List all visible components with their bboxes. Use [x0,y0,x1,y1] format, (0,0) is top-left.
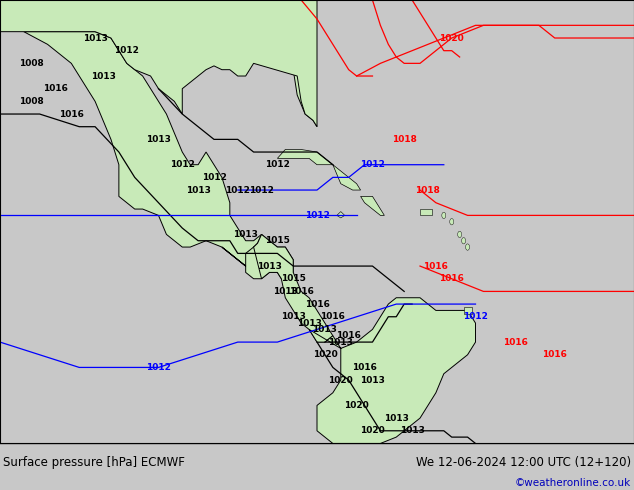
Text: 1013: 1013 [297,318,321,328]
Text: 1016: 1016 [288,287,314,296]
Text: 1016: 1016 [59,110,84,119]
Text: 1013: 1013 [186,186,210,195]
Circle shape [465,244,470,250]
Polygon shape [222,234,293,279]
Text: 1012: 1012 [249,186,274,195]
Text: 1015: 1015 [265,236,290,245]
Polygon shape [337,212,345,218]
Polygon shape [463,307,472,314]
Text: 1008: 1008 [19,59,44,68]
Text: 1013: 1013 [233,230,258,239]
Polygon shape [309,298,476,443]
Text: 1015: 1015 [281,274,306,283]
Text: 1020: 1020 [344,401,369,410]
Text: 1013: 1013 [313,325,337,334]
Text: 1013: 1013 [82,33,108,43]
Text: 1018: 1018 [392,135,417,144]
Polygon shape [23,32,261,266]
Text: Surface pressure [hPa] ECMWF: Surface pressure [hPa] ECMWF [3,456,185,468]
Text: 1013: 1013 [281,312,306,321]
Circle shape [450,219,454,225]
Text: 1012: 1012 [360,160,385,169]
Polygon shape [277,149,361,190]
Polygon shape [0,0,317,127]
Text: 1016: 1016 [320,312,346,321]
Text: 1020: 1020 [313,350,337,359]
Text: 1013: 1013 [399,426,425,435]
Text: 1013: 1013 [91,72,115,80]
Text: 1016: 1016 [503,338,527,346]
Circle shape [462,238,465,244]
Text: 1013: 1013 [360,376,385,385]
Text: 1016: 1016 [439,274,464,283]
Text: 1016: 1016 [304,299,330,309]
Text: 1016: 1016 [43,84,68,93]
Text: 1013: 1013 [384,414,409,422]
Circle shape [458,231,462,238]
Polygon shape [420,209,432,216]
Text: 1016: 1016 [352,363,377,372]
Text: ©weatheronline.co.uk: ©weatheronline.co.uk [515,478,631,488]
Polygon shape [254,234,333,342]
Text: 1013: 1013 [146,135,171,144]
Text: 1012: 1012 [463,312,488,321]
Text: 1016: 1016 [336,331,361,340]
Text: 1020: 1020 [360,426,385,435]
Text: 1012: 1012 [265,160,290,169]
Polygon shape [261,57,317,127]
Circle shape [442,212,446,219]
Text: 1012: 1012 [170,160,195,169]
Text: 1020: 1020 [439,33,464,43]
Text: 1012: 1012 [114,46,139,55]
Text: We 12-06-2024 12:00 UTC (12+120): We 12-06-2024 12:00 UTC (12+120) [416,456,631,468]
Text: 1012: 1012 [304,211,330,220]
Polygon shape [361,196,384,216]
Text: 1012: 1012 [202,173,226,182]
Text: 1013: 1013 [257,262,282,270]
Text: 1012: 1012 [225,186,250,195]
Text: 1008: 1008 [19,97,44,106]
Text: 1013: 1013 [328,338,353,346]
Text: 1012: 1012 [146,363,171,372]
Text: 1016: 1016 [542,350,567,359]
Text: 1020: 1020 [328,376,353,385]
Text: 1016: 1016 [424,262,448,270]
Text: 1013: 1013 [273,287,298,296]
Text: 1018: 1018 [415,186,441,195]
